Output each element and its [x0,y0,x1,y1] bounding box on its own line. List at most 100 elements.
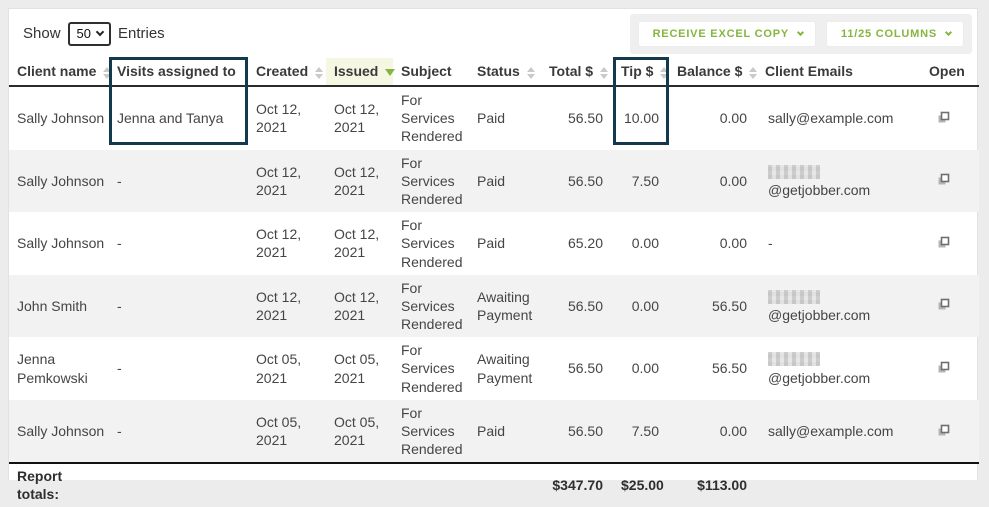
sort-icon [660,66,669,79]
client-email-cell: sally@example.com [757,400,921,464]
client-cell: Sally Johnson [17,172,105,189]
table-row: Sally Johnson - Oct 05, 2021 Oct 05, 2021 Fo… [9,399,979,464]
open-invoice-icon[interactable] [935,359,952,376]
issued-cell: Oct 05, 2021 [334,351,380,386]
open-cell [921,400,979,464]
chevron-down-icon [796,28,805,36]
open-cell [921,275,979,338]
tip-cell: 0.00 [631,360,659,377]
toolbar-button-group: RECEIVE EXCEL COPY 11/25 COLUMNS [629,13,972,54]
client-cell: Sally Johnson [17,110,105,127]
table-row: Sally Johnson - Oct 12, 2021 Oct 12, 2021 Fo… [9,212,979,275]
open-invoice-icon[interactable] [935,171,952,188]
sort-icon [600,66,609,79]
client-email-text: sally@example.com [768,110,894,127]
column-label: Tip $ [621,63,654,80]
table-body: Sally Johnson Jenna and Tanya Oct 12, 2021… [9,86,979,464]
issued-cell: Oct 12, 2021 [334,101,380,136]
column-label: Created [256,63,309,80]
header-row: Client name Visits assigned to Created Issu… [9,58,979,86]
column-label: Client name [17,63,97,80]
open-cell [921,337,979,400]
columns-selector-button[interactable]: 11/25 COLUMNS [826,20,964,47]
issued-cell: Oct 05, 2021 [334,413,380,449]
report-card: Show 50 Entries RECEIVE EXCEL COPY 11/25… [8,8,979,502]
column-header-subject: Subject [393,58,469,86]
sort-icon [315,66,324,79]
show-entries-control: Show 50 Entries [23,21,165,46]
column-label: Status [477,63,520,80]
column-header-issued[interactable]: Issued [326,58,396,86]
redacted-email-prefix [768,352,820,367]
client-cell: Sally Johnson [17,235,105,252]
open-cell [921,212,979,275]
column-header-balance[interactable]: Balance $ [669,58,758,86]
sort-descending-icon [385,69,396,77]
status-cell: Paid [477,423,506,439]
column-header-client-emails: Client Emails [757,58,921,86]
column-header-status[interactable]: Status [469,58,541,86]
client-email-cell: - [757,212,921,275]
client-cell: Jenna Pemkowski [17,351,88,386]
column-label: Balance $ [677,63,743,80]
created-cell: Oct 12, 2021 [256,163,302,198]
receive-excel-copy-button[interactable]: RECEIVE EXCEL COPY [637,20,817,47]
redacted-email-prefix [768,289,820,304]
column-header-total[interactable]: Total $ [541,58,613,86]
balance-cell: 56.50 [711,297,747,314]
open-invoice-icon[interactable] [935,109,952,126]
client-email-text: sally@example.com [768,423,894,439]
columns-selector-label: 11/25 COLUMNS [841,27,937,40]
created-cell: Oct 12, 2021 [256,288,302,323]
total-cell: 65.20 [567,235,603,252]
client-email-cell: @getjobber.com [757,337,921,400]
open-cell [921,86,979,150]
column-label: Subject [401,63,452,80]
sort-icon [526,66,535,79]
sort-icon [103,66,112,79]
table-row: John Smith - Oct 12, 2021 Oct 12, 2021 For S… [9,274,979,338]
visits-cell: - [117,297,122,314]
table-row: Jenna Pemkowski - Oct 05, 2021 Oct 05, 2021… [9,337,979,400]
column-header-tip[interactable]: Tip $ [613,58,669,86]
entries-select-value: 50 [76,25,91,41]
client-email-text: - [768,235,773,252]
subject-cell: For Services Rendered [401,279,463,333]
total-cell: 56.50 [567,297,603,314]
visits-cell: - [117,360,122,377]
visits-cell: Jenna and Tanya [117,110,224,127]
client-email-text: @getjobber.com [768,181,871,198]
open-invoice-icon[interactable] [935,422,952,439]
subject-cell: For Services Rendered [401,217,463,270]
column-label: Issued [334,63,379,80]
open-invoice-icon[interactable] [935,234,952,251]
tip-cell: 10.00 [623,110,659,127]
column-header-visits-assigned-to: Visits assigned to [109,58,248,86]
client-email-cell: @getjobber.com [757,150,921,213]
invoice-report-table: Client name Visits assigned to Created Issu… [9,58,979,507]
entries-label: Entries [118,25,165,42]
issued-cell: Oct 12, 2021 [334,226,380,261]
balance-cell: 0.00 [719,110,747,127]
total-cell: 56.50 [567,423,603,439]
visits-cell: - [117,423,122,439]
open-cell [921,150,979,213]
tip-sum: $25.00 [621,477,664,494]
created-cell: Oct 05, 2021 [256,413,302,449]
column-header-created[interactable]: Created [248,58,326,86]
open-invoice-icon[interactable] [935,296,952,313]
tip-cell: 0.00 [631,235,659,252]
column-label: Client Emails [765,63,853,80]
column-header-client-name[interactable]: Client name [9,58,112,86]
report-totals-label: Report totals: [17,468,63,502]
show-label: Show [23,25,61,42]
table-toolbar: Show 50 Entries RECEIVE EXCEL COPY 11/25… [9,9,977,58]
created-cell: Oct 05, 2021 [256,351,302,386]
total-cell: 56.50 [567,110,603,127]
column-label: Visits assigned to [117,63,236,80]
tip-cell: 7.50 [631,172,659,189]
entries-select[interactable]: 50 [67,21,111,46]
status-cell: Paid [477,235,506,252]
receive-excel-copy-label: RECEIVE EXCEL COPY [652,27,790,40]
table-footer: Report totals: $347.70 $25.00 $113.00 [9,463,979,507]
